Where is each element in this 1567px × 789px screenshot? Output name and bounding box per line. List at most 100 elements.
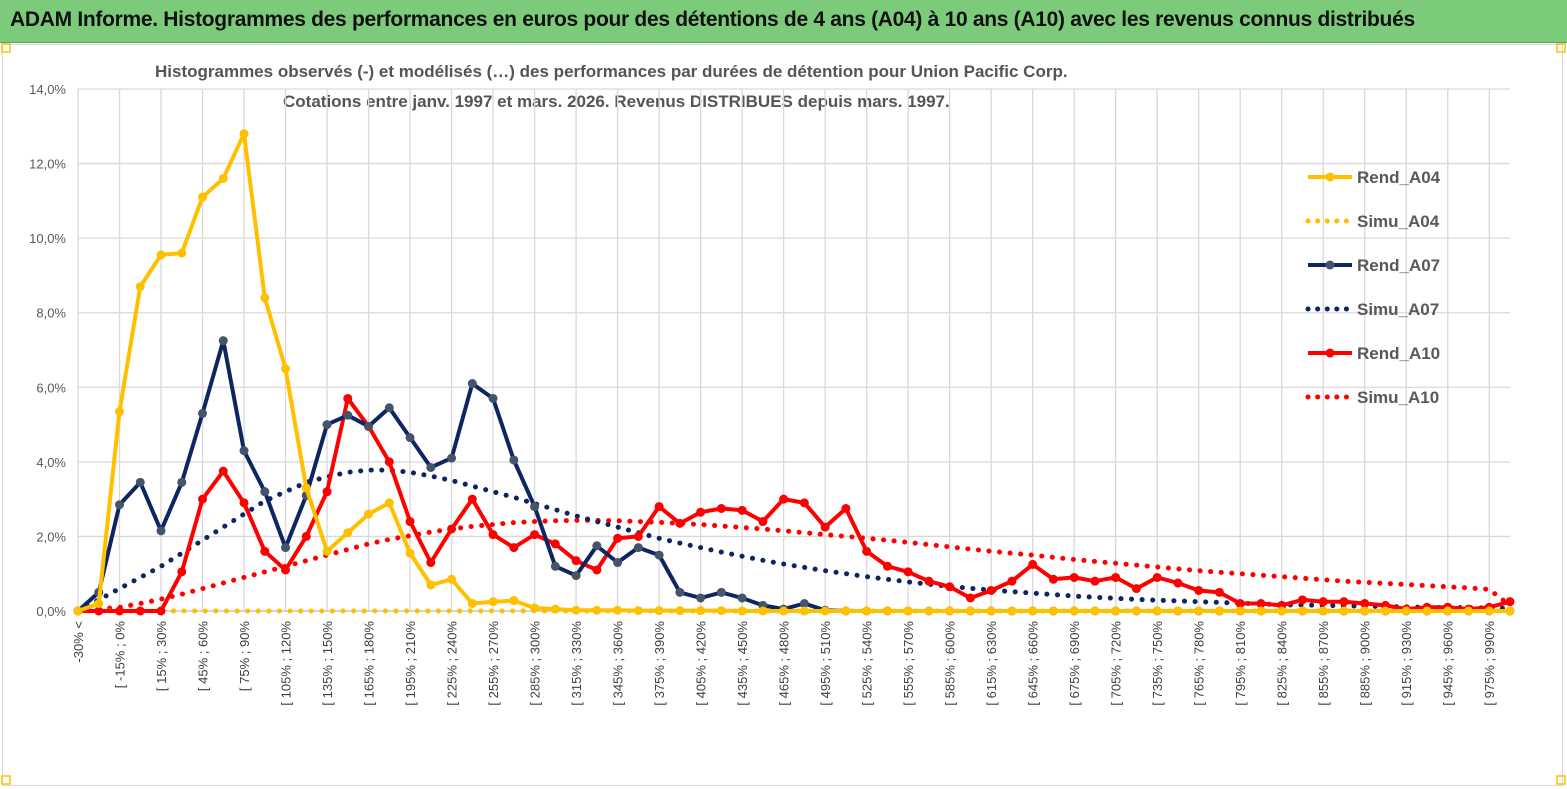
- data-point-rend_a04: [633, 606, 643, 616]
- data-point-rend_a10: [696, 507, 706, 517]
- data-point-rend_a10: [986, 585, 996, 595]
- data-point-rend_a10: [384, 457, 394, 467]
- data-point-rend_a04: [384, 498, 394, 508]
- data-point-rend_a04: [1152, 606, 1162, 616]
- data-point-rend_a04: [592, 605, 602, 615]
- x-tick-label: [ 915% ; 930%: [1399, 621, 1414, 706]
- data-point-rend_a04: [779, 606, 789, 616]
- data-point-rend_a04: [73, 606, 83, 616]
- data-point-rend_a07: [447, 453, 457, 463]
- data-point-rend_a07: [696, 593, 706, 603]
- x-tick-label: [ 225% ; 240%: [445, 621, 460, 706]
- data-point-rend_a04: [965, 606, 975, 616]
- data-point-rend_a04: [820, 606, 830, 616]
- data-point-rend_a10: [1090, 576, 1100, 586]
- data-point-rend_a07: [654, 550, 664, 560]
- data-point-rend_a07: [737, 593, 747, 603]
- data-point-rend_a07: [281, 543, 291, 553]
- data-point-rend_a04: [903, 606, 913, 616]
- frame-corner-handle: [1, 43, 11, 53]
- legend-label: Rend_A10: [1357, 344, 1440, 363]
- x-tick-label: [ 675% ; 690%: [1067, 621, 1082, 706]
- data-point-rend_a10: [281, 565, 291, 575]
- data-point-rend_a04: [882, 606, 892, 616]
- data-point-rend_a10: [260, 546, 270, 556]
- data-point-rend_a10: [1505, 597, 1515, 607]
- legend-marker-rend_a07: [1325, 260, 1335, 270]
- data-point-rend_a04: [1069, 606, 1079, 616]
- x-tick-label: [ 105% ; 120%: [279, 621, 294, 706]
- data-point-rend_a10: [862, 546, 872, 556]
- data-point-rend_a10: [1318, 597, 1328, 607]
- x-tick-label: [ 195% ; 210%: [403, 621, 418, 706]
- frame-corner-handle: [1556, 775, 1566, 785]
- y-tick-label: 0,0%: [36, 604, 66, 619]
- data-point-rend_a10: [1235, 599, 1245, 609]
- data-point-rend_a04: [218, 173, 228, 183]
- data-point-rend_a04: [260, 293, 270, 303]
- x-tick-label: [ -15% ; 0%: [113, 621, 128, 689]
- data-point-rend_a04: [1007, 606, 1017, 616]
- data-point-rend_a04: [1339, 606, 1349, 616]
- legend-marker-rend_a04: [1325, 172, 1335, 182]
- data-point-rend_a04: [115, 407, 125, 417]
- x-tick-label: [ 555% ; 570%: [901, 621, 916, 706]
- data-point-rend_a04: [571, 605, 581, 615]
- data-point-rend_a04: [530, 603, 540, 613]
- data-point-rend_a07: [592, 541, 602, 551]
- y-tick-label: 14,0%: [29, 82, 66, 97]
- data-point-rend_a10: [945, 582, 955, 592]
- data-point-rend_a10: [135, 606, 145, 616]
- report-title: ADAM Informe. Histogrammes des performan…: [10, 8, 1415, 31]
- y-tick-label: 6,0%: [36, 380, 66, 395]
- data-point-rend_a10: [1069, 572, 1079, 582]
- data-point-rend_a04: [135, 282, 145, 292]
- x-tick-label: [ 885% ; 900%: [1358, 621, 1373, 706]
- x-tick-label: [ 75% ; 90%: [237, 621, 252, 692]
- data-point-rend_a04: [488, 597, 498, 607]
- data-point-rend_a07: [115, 500, 125, 510]
- data-point-rend_a07: [467, 379, 477, 389]
- data-point-rend_a10: [177, 567, 187, 577]
- data-point-rend_a10: [592, 565, 602, 575]
- data-point-rend_a04: [675, 606, 685, 616]
- data-point-rend_a04: [177, 248, 187, 258]
- data-point-rend_a07: [156, 526, 166, 536]
- data-point-rend_a04: [716, 606, 726, 616]
- legend-label: Simu_A07: [1357, 300, 1439, 319]
- data-point-rend_a10: [1339, 597, 1349, 607]
- data-point-rend_a07: [550, 561, 560, 571]
- data-point-rend_a04: [301, 483, 311, 493]
- x-tick-label: [ 465% ; 480%: [777, 621, 792, 706]
- data-point-rend_a04: [737, 606, 747, 616]
- data-point-rend_a10: [447, 524, 457, 534]
- data-point-rend_a10: [737, 505, 747, 515]
- data-point-rend_a04: [364, 509, 374, 519]
- data-point-rend_a07: [218, 336, 228, 346]
- data-point-rend_a04: [1090, 606, 1100, 616]
- data-point-rend_a04: [1463, 606, 1473, 616]
- report-banner: ADAM Informe. Histogrammes des performan…: [0, 0, 1567, 43]
- data-point-rend_a10: [716, 503, 726, 513]
- data-point-rend_a04: [94, 599, 104, 609]
- data-point-rend_a10: [903, 567, 913, 577]
- data-point-rend_a04: [1360, 606, 1370, 616]
- data-point-rend_a04: [447, 574, 457, 584]
- data-point-rend_a10: [530, 530, 540, 540]
- x-tick-label: [ 615% ; 630%: [984, 621, 999, 706]
- data-point-rend_a07: [675, 587, 685, 597]
- data-point-rend_a10: [1297, 595, 1307, 605]
- x-tick-label: [ 165% ; 180%: [362, 621, 377, 706]
- data-point-rend_a04: [1048, 606, 1058, 616]
- data-point-rend_a10: [343, 393, 353, 403]
- x-tick-label: [ 375% ; 390%: [652, 621, 667, 706]
- y-tick-label: 12,0%: [29, 157, 66, 172]
- data-point-rend_a04: [343, 528, 353, 538]
- data-point-rend_a04: [1401, 606, 1411, 616]
- data-point-rend_a10: [198, 494, 208, 504]
- data-point-rend_a10: [1194, 585, 1204, 595]
- data-point-rend_a04: [239, 129, 249, 139]
- data-point-rend_a10: [405, 517, 415, 527]
- chart-title-line1: Histogrammes observés (-) et modélisés (…: [155, 62, 1068, 81]
- series-line-simu_a07: [75, 467, 1513, 614]
